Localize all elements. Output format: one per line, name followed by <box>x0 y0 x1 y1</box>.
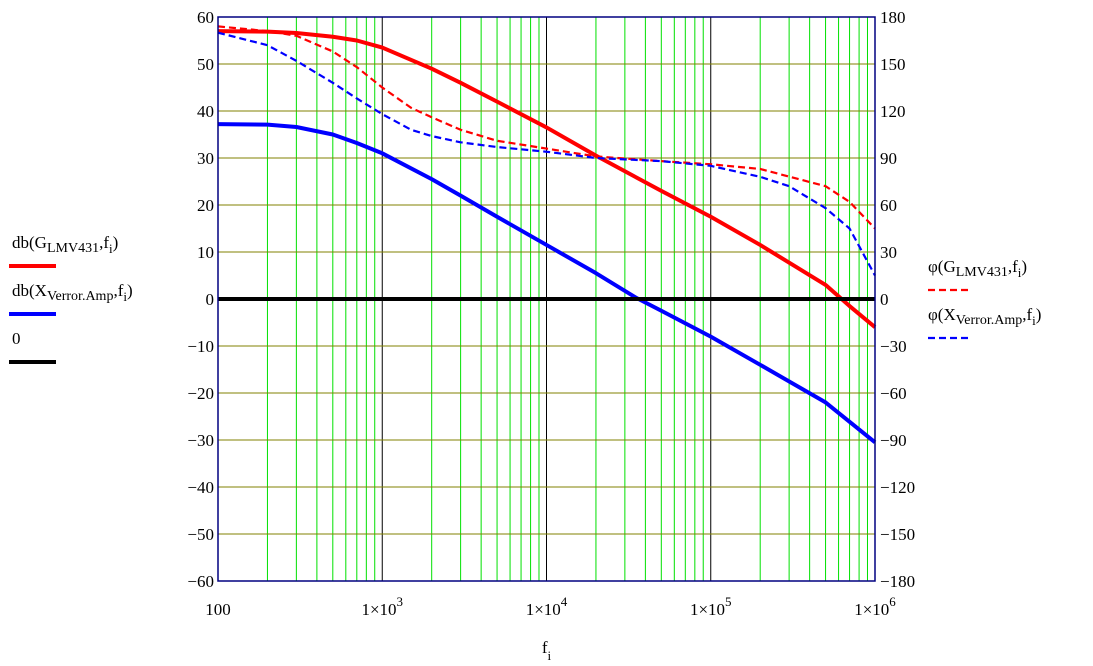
y-left-tick-label: 0 <box>206 290 215 309</box>
legend-label: db(GLMV431,fi) <box>12 233 118 256</box>
y-right-tick-label: −180 <box>880 572 915 591</box>
y-left-tick-label: −50 <box>187 525 214 544</box>
x-tick-label: 1×103 <box>361 594 403 619</box>
y-right-tick-label: 60 <box>880 196 897 215</box>
y-right-tick-label: 90 <box>880 149 897 168</box>
legend-left: db(GLMV431,fi) db(XVerror.Amp,fi) 0 <box>9 233 133 364</box>
left-axis-ticks: 60 50 40 30 20 10 0 −10 −20 −30 −40 −50 −60 <box>187 8 214 591</box>
y-left-tick-label: −40 <box>187 478 214 497</box>
legend-label: db(XVerror.Amp,fi) <box>12 281 133 304</box>
legend-label: φ(XVerror.Amp,fi) <box>928 305 1041 328</box>
x-axis-label: fi <box>542 638 552 663</box>
y-left-tick-label: −30 <box>187 431 214 450</box>
y-left-tick-label: −10 <box>187 337 214 356</box>
y-right-tick-label: −30 <box>880 337 907 356</box>
legend-label: 0 <box>12 329 21 348</box>
y-right-tick-label: 30 <box>880 243 897 262</box>
plot-frame <box>217 16 876 582</box>
series-line-1 <box>217 29 877 329</box>
x-axis-ticks: 100 1×103 1×104 1×105 1×106 <box>205 594 896 619</box>
series-line-5 <box>217 31 876 277</box>
y-right-tick-label: −90 <box>880 431 907 450</box>
y-left-tick-label: 40 <box>197 102 214 121</box>
y-right-tick-label: −60 <box>880 384 907 403</box>
x-tick-label: 100 <box>205 600 231 619</box>
y-right-tick-label: 150 <box>880 55 906 74</box>
series-line-4 <box>217 25 876 230</box>
y-left-tick-label: 60 <box>197 8 214 27</box>
y-left-tick-label: 30 <box>197 149 214 168</box>
y-right-tick-label: 180 <box>880 8 906 27</box>
y-right-tick-label: 0 <box>880 290 889 309</box>
y-left-tick-label: 20 <box>197 196 214 215</box>
legend-right: φ(GLMV431,fi) φ(XVerror.Amp,fi) <box>928 257 1041 340</box>
y-right-tick-label: −120 <box>880 478 915 497</box>
x-tick-label: 1×104 <box>526 594 568 619</box>
y-right-tick-label: −150 <box>880 525 915 544</box>
legend-label: φ(GLMV431,fi) <box>928 257 1027 280</box>
series-line-2 <box>217 122 877 444</box>
series-layer <box>217 25 877 444</box>
right-axis-ticks: 180 150 120 90 60 30 0 −30 −60 −90 −120 −150 −180 <box>880 8 915 591</box>
x-axis-title: fi <box>542 638 552 663</box>
x-tick-label: 1×105 <box>690 594 732 619</box>
y-left-tick-label: −20 <box>187 384 214 403</box>
y-left-tick-label: −60 <box>187 572 214 591</box>
y-right-tick-label: 120 <box>880 102 906 121</box>
y-left-tick-label: 50 <box>197 55 214 74</box>
x-tick-label: 1×106 <box>854 594 896 619</box>
y-left-tick-label: 10 <box>197 243 214 262</box>
